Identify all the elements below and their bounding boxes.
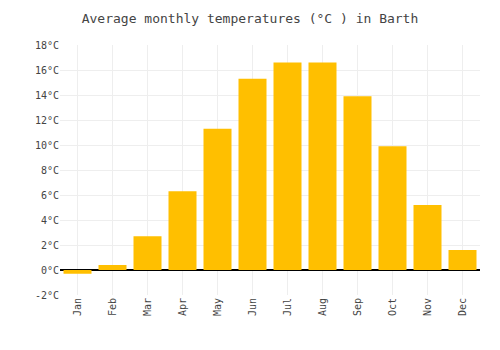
svg-text:Oct: Oct — [387, 298, 398, 316]
svg-text:Nov: Nov — [422, 298, 433, 316]
svg-text:Sep: Sep — [352, 298, 363, 316]
svg-text:10°C: 10°C — [35, 140, 59, 151]
svg-text:6°C: 6°C — [41, 190, 59, 201]
svg-text:May: May — [212, 298, 223, 316]
svg-text:Aug: Aug — [317, 298, 328, 316]
svg-text:Jan: Jan — [72, 298, 83, 316]
svg-text:Apr: Apr — [177, 298, 188, 316]
svg-text:4°C: 4°C — [41, 215, 59, 226]
svg-text:Feb: Feb — [107, 298, 118, 316]
svg-text:0°C: 0°C — [41, 265, 59, 276]
svg-text:Mar: Mar — [142, 298, 153, 316]
svg-text:16°C: 16°C — [35, 65, 59, 76]
svg-text:2°C: 2°C — [41, 240, 59, 251]
svg-text:Jul: Jul — [282, 298, 293, 316]
svg-text:Dec: Dec — [457, 298, 468, 316]
svg-text:-2°C: -2°C — [35, 290, 59, 301]
svg-text:14°C: 14°C — [35, 90, 59, 101]
svg-text:8°C: 8°C — [41, 165, 59, 176]
svg-text:12°C: 12°C — [35, 115, 59, 126]
svg-text:Average monthly temperatures (: Average monthly temperatures (°C ) in Ba… — [82, 11, 419, 26]
svg-text:18°C: 18°C — [35, 40, 59, 51]
svg-text:Jun: Jun — [247, 298, 258, 316]
